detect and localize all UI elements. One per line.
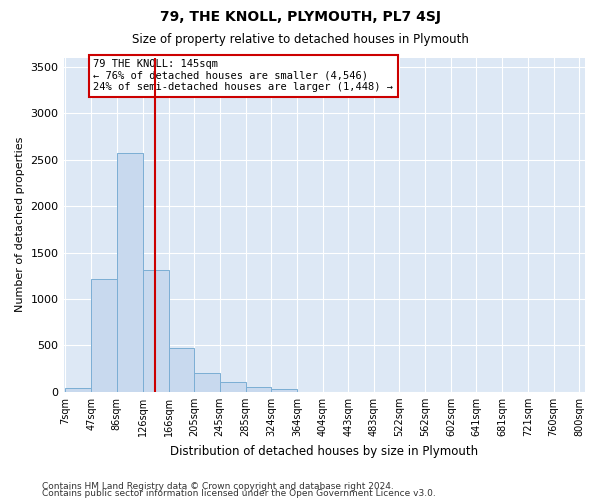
Bar xyxy=(220,382,245,392)
Bar xyxy=(116,153,143,392)
Text: 79, THE KNOLL, PLYMOUTH, PL7 4SJ: 79, THE KNOLL, PLYMOUTH, PL7 4SJ xyxy=(160,10,440,24)
Bar xyxy=(194,373,220,392)
Bar xyxy=(169,348,194,392)
X-axis label: Distribution of detached houses by size in Plymouth: Distribution of detached houses by size … xyxy=(170,444,478,458)
Bar xyxy=(65,388,91,392)
Bar xyxy=(245,387,271,392)
Text: Size of property relative to detached houses in Plymouth: Size of property relative to detached ho… xyxy=(131,32,469,46)
Bar xyxy=(91,280,116,392)
Text: Contains public sector information licensed under the Open Government Licence v3: Contains public sector information licen… xyxy=(42,489,436,498)
Bar xyxy=(271,389,297,392)
Text: Contains HM Land Registry data © Crown copyright and database right 2024.: Contains HM Land Registry data © Crown c… xyxy=(42,482,394,491)
Y-axis label: Number of detached properties: Number of detached properties xyxy=(15,137,25,312)
Bar xyxy=(143,270,169,392)
Text: 79 THE KNOLL: 145sqm
← 76% of detached houses are smaller (4,546)
24% of semi-de: 79 THE KNOLL: 145sqm ← 76% of detached h… xyxy=(94,59,394,92)
